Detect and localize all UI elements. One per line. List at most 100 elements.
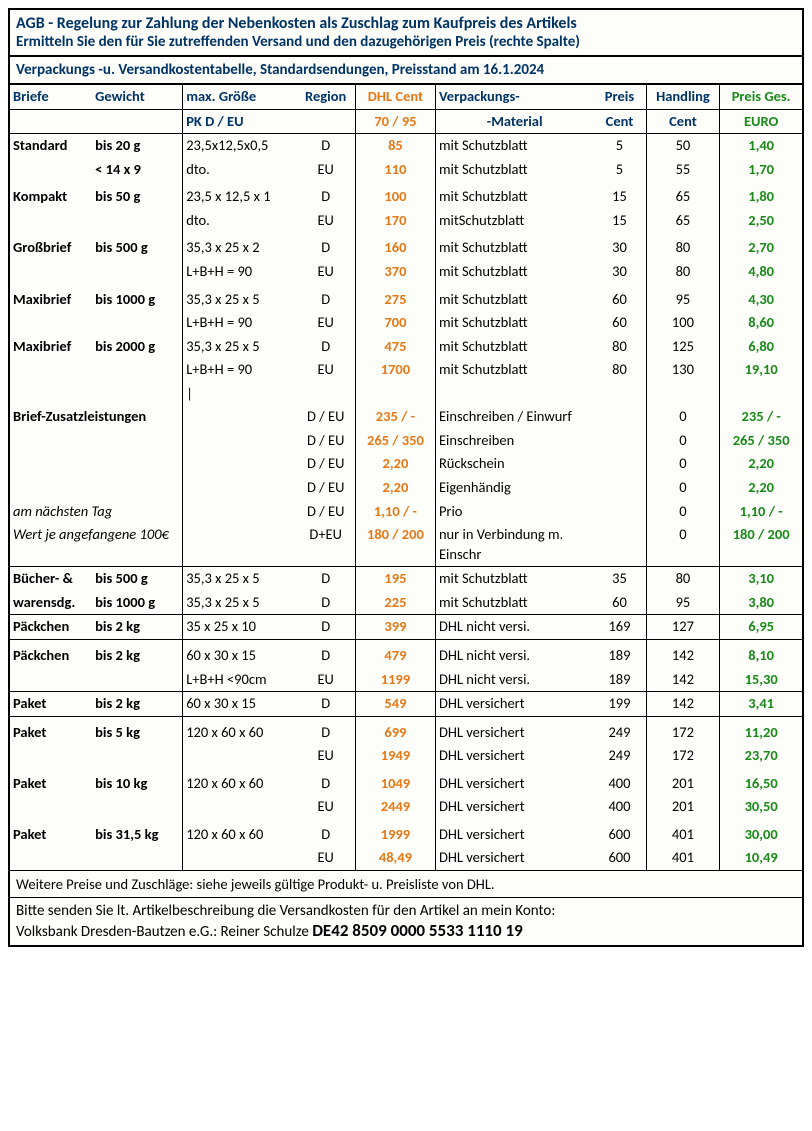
cell-region: D / EU bbox=[296, 452, 355, 476]
cell-groesse: 35,3 x 25 x 5 bbox=[183, 591, 297, 615]
cell-groesse bbox=[183, 500, 297, 524]
cell-brief: Paket bbox=[10, 692, 92, 717]
cell-brief bbox=[10, 744, 92, 768]
hdr-hand2: Cent bbox=[646, 109, 720, 134]
cell-handling: 0 bbox=[646, 523, 720, 567]
cell-verpackung: DHL versichert bbox=[435, 795, 593, 819]
cell-groesse bbox=[183, 744, 297, 768]
cell-region: EU bbox=[296, 744, 355, 768]
cell-preis: 60 bbox=[593, 311, 646, 335]
hdr-preis: Preis bbox=[593, 85, 646, 109]
cell-gesamt: 265 / 350 bbox=[720, 429, 802, 453]
cell-handling: 142 bbox=[646, 668, 720, 692]
footer-instruction: Bitte senden Sie lt. Artikelbeschreibung… bbox=[16, 902, 796, 920]
cell-region: D bbox=[296, 692, 355, 717]
cell-handling: 100 bbox=[646, 311, 720, 335]
cell-gesamt: 3,10 bbox=[720, 567, 802, 591]
cell-groesse: 120 x 60 x 60 bbox=[183, 772, 297, 796]
cell-gesamt: 1,70 bbox=[720, 158, 802, 182]
cell-brief bbox=[10, 668, 92, 692]
cell-region: EU bbox=[296, 358, 355, 382]
cell-gesamt: 11,20 bbox=[720, 721, 802, 745]
cell-dhl: 2,20 bbox=[355, 452, 435, 476]
bank-name: Volksbank Dresden-Bautzen e.G.: Reiner S… bbox=[16, 923, 312, 941]
cell-gesamt: 23,70 bbox=[720, 744, 802, 768]
cell-brief bbox=[10, 358, 92, 382]
cell-region: D / EU bbox=[296, 405, 355, 429]
cell-verpackung: DHL versichert bbox=[435, 772, 593, 796]
cell-region: D bbox=[296, 721, 355, 745]
cell-gewicht bbox=[92, 452, 183, 476]
cell-verpackung: mit Schutzblatt bbox=[435, 591, 593, 615]
cell-groesse bbox=[183, 846, 297, 870]
hdr-pk: PK D / EU bbox=[183, 109, 297, 134]
table-row: Päckchenbis 2 kg35 x 25 x 10D399DHL nich… bbox=[10, 615, 802, 640]
table-row: Maxibriefbis 2000 g35,3 x 25 x 5D475mit … bbox=[10, 335, 802, 359]
cell-gewicht bbox=[92, 311, 183, 335]
cell-preis: 199 bbox=[593, 692, 646, 717]
table-row: EU1949DHL versichert24917223,70 bbox=[10, 744, 802, 768]
cell-dhl: 2449 bbox=[355, 795, 435, 819]
cell-verpackung: DHL versichert bbox=[435, 823, 593, 847]
cell-gesamt: 8,10 bbox=[720, 644, 802, 668]
table-row: Paketbis 5 kg120 x 60 x 60D699DHL versic… bbox=[10, 721, 802, 745]
cell-dhl: 1,10 / - bbox=[355, 500, 435, 524]
cell-gesamt: 15,30 bbox=[720, 668, 802, 692]
cell-groesse: 35,3 x 25 x 5 bbox=[183, 288, 297, 312]
table-row: Paketbis 2 kg60 x 30 x 15D549DHL versich… bbox=[10, 692, 802, 717]
cell-gewicht: bis 31,5 kg bbox=[92, 823, 183, 847]
cell-gewicht: bis 2 kg bbox=[92, 644, 183, 668]
cell-verpackung: Prio bbox=[435, 500, 593, 524]
cell-preis: 5 bbox=[593, 158, 646, 182]
cell-preis: 189 bbox=[593, 644, 646, 668]
hdr-gewicht: Gewicht bbox=[92, 85, 183, 109]
table-row: Großbriefbis 500 g35,3 x 25 x 2D160mit S… bbox=[10, 236, 802, 260]
hdr-briefe: Briefe bbox=[10, 85, 92, 109]
cell-groesse: L+B+H = 90 bbox=[183, 311, 297, 335]
table-row: am nächsten TagD / EU1,10 / -Prio01,10 /… bbox=[10, 500, 802, 524]
hdr-groesse: max. Größe bbox=[183, 85, 297, 109]
cell-preis: 30 bbox=[593, 236, 646, 260]
table-row: | bbox=[10, 382, 802, 406]
cell-gewicht bbox=[92, 429, 183, 453]
cell-verpackung: Rückschein bbox=[435, 452, 593, 476]
cell-preis: 600 bbox=[593, 823, 646, 847]
cell-brief bbox=[10, 311, 92, 335]
hdr-verp2: -Material bbox=[435, 109, 593, 134]
cell-handling: 80 bbox=[646, 260, 720, 284]
cell-handling: 125 bbox=[646, 335, 720, 359]
cell-gesamt: 4,80 bbox=[720, 260, 802, 284]
cell-verpackung: DHL versichert bbox=[435, 744, 593, 768]
table-row: D / EU2,20Rückschein02,20 bbox=[10, 452, 802, 476]
cell-gewicht: bis 20 g bbox=[92, 134, 183, 158]
cell-gesamt bbox=[720, 382, 802, 406]
cell-gesamt: 3,80 bbox=[720, 591, 802, 615]
cell-handling: 201 bbox=[646, 795, 720, 819]
cell-brief: Paket bbox=[10, 772, 92, 796]
table-row: Paketbis 31,5 kg120 x 60 x 60D1999DHL ve… bbox=[10, 823, 802, 847]
cell-dhl: 1199 bbox=[355, 668, 435, 692]
cell-groesse: 35,3 x 25 x 2 bbox=[183, 236, 297, 260]
cell-verpackung: mit Schutzblatt bbox=[435, 311, 593, 335]
cell-groesse: 120 x 60 x 60 bbox=[183, 823, 297, 847]
cell-brief bbox=[10, 476, 92, 500]
cell-brief: Kompakt bbox=[10, 185, 92, 209]
cell-region: EU bbox=[296, 795, 355, 819]
subheader: Verpackungs -u. Versandkostentabelle, St… bbox=[10, 57, 802, 85]
table-row: D / EU2,20Eigenhändig02,20 bbox=[10, 476, 802, 500]
cell-groesse: L+B+H = 90 bbox=[183, 260, 297, 284]
cell-groesse: L+B+H = 90 bbox=[183, 358, 297, 382]
cell-region: D / EU bbox=[296, 500, 355, 524]
cell-preis bbox=[593, 523, 646, 567]
table-row: warensdg.bis 1000 g35,3 x 25 x 5D225mit … bbox=[10, 591, 802, 615]
cell-gesamt: 6,80 bbox=[720, 335, 802, 359]
cell-verpackung: Eigenhändig bbox=[435, 476, 593, 500]
cell-dhl: 235 / - bbox=[355, 405, 435, 429]
cell-region: D bbox=[296, 236, 355, 260]
cell-handling: 401 bbox=[646, 846, 720, 870]
pricing-table: Briefe Gewicht max. Größe Region DHL Cen… bbox=[10, 85, 802, 870]
cell-dhl: 48,49 bbox=[355, 846, 435, 870]
hdr-dhl2: 70 / 95 bbox=[355, 109, 435, 134]
cell-handling: 80 bbox=[646, 567, 720, 591]
table-row: Paketbis 10 kg120 x 60 x 60D1049DHL vers… bbox=[10, 772, 802, 796]
